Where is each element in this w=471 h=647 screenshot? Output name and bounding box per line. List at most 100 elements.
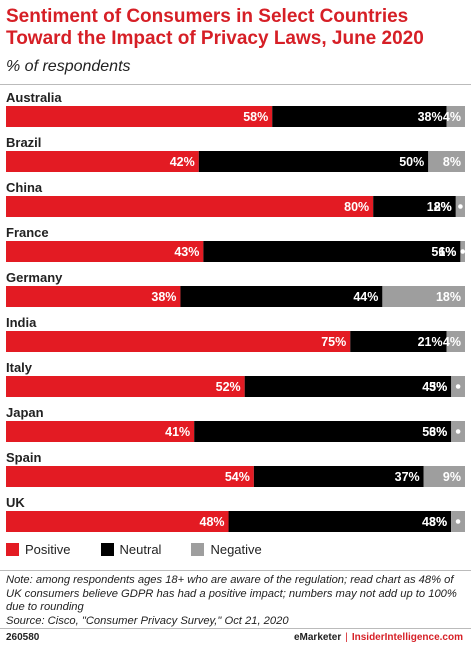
top-divider <box>0 84 471 85</box>
bar-row-japan: Japan 41% 56%3% <box>6 405 465 442</box>
data-label-france-neutral: 56% <box>431 245 456 259</box>
legend-label-neutral: Neutral <box>119 542 162 557</box>
bar-italy-positive <box>6 376 245 397</box>
legend-swatch-negative <box>191 543 205 556</box>
bar-uk-neutral <box>228 511 452 532</box>
bar-india-neutral <box>350 331 447 352</box>
category-label-brazil: Brazil <box>6 135 41 150</box>
chart-notes: Note: among respondents ages 18+ who are… <box>6 574 468 628</box>
bar-india-negative <box>446 331 465 352</box>
chart-legend: Positive Neutral Negative <box>6 542 262 557</box>
bar-row-brazil: Brazil 42% 50% 8% <box>6 135 465 172</box>
bar-france-positive <box>6 241 204 262</box>
bar-row-australia: Australia 58% 38% 4% <box>6 90 465 127</box>
bar-japan-positive <box>6 421 195 442</box>
data-label-china-neutral: 18% <box>427 200 452 214</box>
bar-spain-positive <box>6 466 254 487</box>
data-label-australia-neutral: 38% <box>418 110 443 124</box>
data-label-japan-positive: 41% <box>165 425 190 439</box>
bar-china-neutral <box>373 196 456 217</box>
notes-divider <box>0 570 471 571</box>
data-label-brazil-neutral: 50% <box>399 155 424 169</box>
bar-row-china: China 80% 18%2% <box>6 180 465 217</box>
bar-brazil-positive <box>6 151 199 172</box>
bar-marker-japan <box>455 429 461 434</box>
data-label-spain-positive: 54% <box>225 470 250 484</box>
bar-marker-france <box>460 249 466 254</box>
bar-row-italy: Italy 52% 45%3% <box>6 360 465 397</box>
bar-italy-neutral <box>244 376 452 397</box>
legend-swatch-positive <box>6 543 19 556</box>
bar-china-positive <box>6 196 374 217</box>
data-label-italy-negative: 3% <box>429 380 447 394</box>
data-label-china-negative: 2% <box>434 200 452 214</box>
category-label-france: France <box>6 225 49 240</box>
brand-site: InsiderIntelligence.com <box>351 632 463 643</box>
legend-swatch-neutral <box>100 543 114 556</box>
data-label-uk-neutral: 48% <box>422 515 447 529</box>
footer-divider <box>0 628 471 629</box>
data-label-japan-neutral: 56% <box>422 425 447 439</box>
category-label-japan: Japan <box>6 405 44 420</box>
bar-brazil-negative <box>428 151 465 172</box>
brand-name: eMarketer <box>293 632 342 643</box>
data-label-spain-neutral: 37% <box>395 470 420 484</box>
category-label-india: India <box>6 315 37 330</box>
bar-marker-china <box>458 204 463 209</box>
bar-india-positive <box>6 331 351 352</box>
legend-label-positive: Positive <box>25 542 71 557</box>
data-label-france-negative: 1% <box>438 245 456 259</box>
bar-uk-positive <box>6 511 229 532</box>
bar-japan-neutral <box>194 421 452 442</box>
source-text: Source: Cisco, "Consumer Privacy Survey,… <box>6 614 289 627</box>
data-label-uk-positive: 48% <box>200 515 225 529</box>
brand-separator: | <box>345 632 348 643</box>
legend-label-negative: Negative <box>210 542 262 557</box>
bar-marker-italy <box>455 384 461 389</box>
data-label-germany-negative: 18% <box>436 290 461 304</box>
bar-row-france: France 43% 56%1% <box>6 225 466 262</box>
chart-id: 260580 <box>6 632 40 643</box>
category-label-china: China <box>6 180 43 195</box>
bar-marker-uk <box>455 519 461 524</box>
data-label-italy-positive: 52% <box>216 380 241 394</box>
legend-item-neutral: Neutral <box>100 542 162 557</box>
bar-australia-negative <box>446 106 465 127</box>
bar-australia-positive <box>6 106 273 127</box>
data-label-brazil-negative: 8% <box>443 155 461 169</box>
category-label-australia: Australia <box>6 90 62 105</box>
data-label-japan-negative: 3% <box>429 425 447 439</box>
bar-spain-neutral <box>253 466 424 487</box>
data-label-brazil-positive: 42% <box>170 155 195 169</box>
data-label-australia-positive: 58% <box>243 110 268 124</box>
category-label-germany: Germany <box>6 270 63 285</box>
data-label-italy-neutral: 45% <box>422 380 447 394</box>
bar-brazil-neutral <box>198 151 429 172</box>
bar-germany-neutral <box>180 286 383 307</box>
bar-germany-positive <box>6 286 181 307</box>
footer-brand: eMarketer | InsiderIntelligence.com <box>294 632 463 643</box>
bar-germany-negative <box>382 286 465 307</box>
data-label-india-negative: 4% <box>443 335 461 349</box>
data-label-spain-negative: 9% <box>443 470 461 484</box>
data-label-uk-negative: 3% <box>429 515 447 529</box>
category-label-italy: Italy <box>6 360 33 375</box>
chart-title: Sentiment of Consumers in Select Countri… <box>6 6 424 49</box>
legend-item-positive: Positive <box>6 542 71 557</box>
data-label-france-positive: 43% <box>174 245 199 259</box>
data-label-germany-positive: 38% <box>151 290 176 304</box>
bar-australia-neutral <box>272 106 447 127</box>
bar-france-neutral <box>203 241 461 262</box>
bar-row-india: India 75% 21% 4% <box>6 315 465 352</box>
category-label-uk: UK <box>6 495 25 510</box>
bar-spain-negative <box>423 466 465 487</box>
data-label-india-positive: 75% <box>321 335 346 349</box>
data-label-australia-negative: 4% <box>443 110 461 124</box>
bar-row-germany: Germany 38% 44% 18% <box>6 270 465 307</box>
data-label-india-neutral: 21% <box>418 335 443 349</box>
note-text: Note: among respondents ages 18+ who are… <box>6 574 457 613</box>
data-label-china-positive: 80% <box>344 200 369 214</box>
data-label-germany-neutral: 44% <box>353 290 378 304</box>
